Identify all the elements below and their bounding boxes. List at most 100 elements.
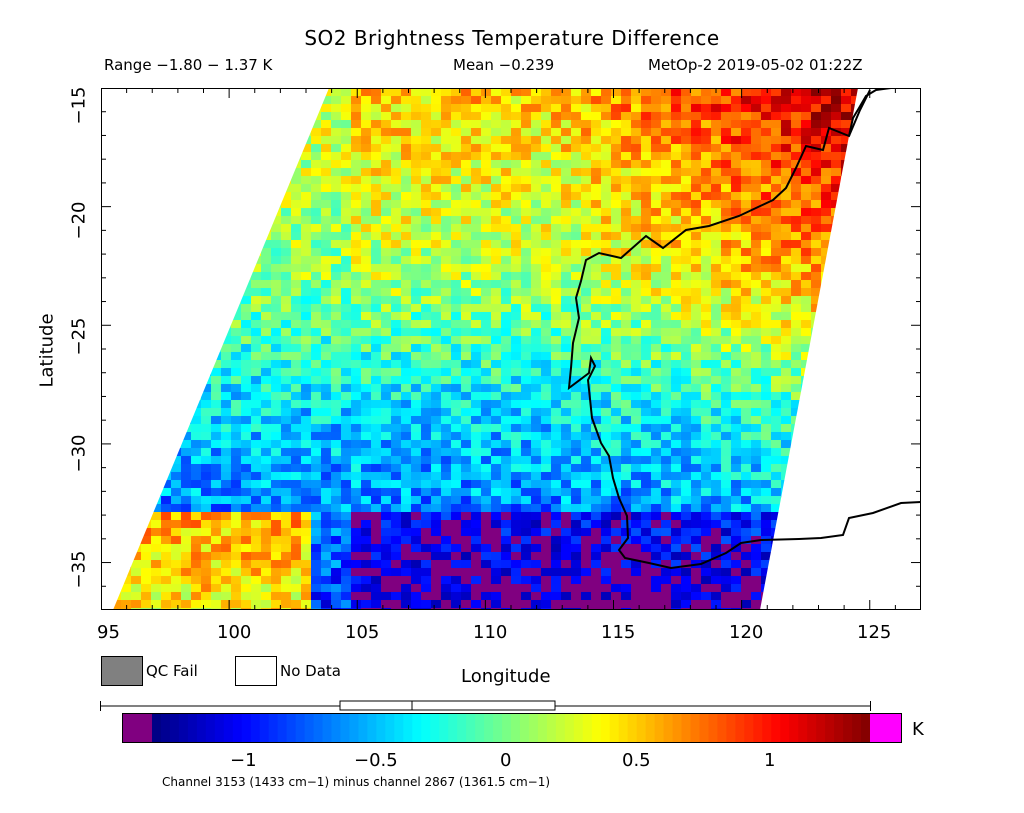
swath-cell — [441, 256, 451, 264]
swath-cell — [721, 352, 731, 360]
swath-cell — [701, 264, 711, 272]
swath-cell — [461, 512, 471, 520]
swath-cell — [401, 224, 411, 232]
swath-cell — [531, 488, 541, 496]
swath-cell — [901, 336, 911, 344]
swath-cell — [591, 192, 601, 200]
swath-cell — [871, 344, 881, 352]
swath-cell — [221, 104, 231, 112]
swath-cell — [201, 528, 211, 536]
swath-cell — [161, 112, 171, 120]
swath-cell — [171, 144, 181, 152]
swath-cell — [911, 280, 921, 288]
swath-cell — [721, 416, 731, 424]
swath-cell — [431, 536, 441, 544]
swath-cell — [711, 520, 721, 528]
swath-cell — [301, 480, 311, 488]
swath-cell — [871, 224, 881, 232]
swath-cell — [791, 560, 801, 568]
swath-cell — [271, 256, 281, 264]
swath-cell — [551, 240, 561, 248]
swath-cell — [751, 296, 761, 304]
swath-cell — [891, 328, 901, 336]
swath-cell — [771, 336, 781, 344]
swath-cell — [391, 568, 401, 576]
swath-cell — [751, 336, 761, 344]
swath-cell — [791, 360, 801, 368]
swath-cell — [701, 344, 711, 352]
swath-cell — [151, 504, 161, 512]
swath-cell — [631, 544, 641, 552]
swath-cell — [341, 208, 351, 216]
swath-cell — [601, 112, 611, 120]
swath-cell — [531, 504, 541, 512]
swath-cell — [781, 552, 791, 560]
swath-cell — [851, 392, 858, 400]
swath-cell — [621, 112, 631, 120]
swath-cell — [301, 232, 311, 240]
swath-cell — [601, 96, 611, 104]
swath-cell — [691, 232, 701, 240]
swath-cell — [371, 464, 381, 472]
swath-cell — [631, 520, 641, 528]
swath-cell — [551, 168, 561, 176]
swath-cell — [121, 184, 131, 192]
swath-cell — [101, 216, 111, 224]
swath-cell — [251, 144, 261, 152]
swath-cell — [911, 448, 921, 456]
swath-cell — [321, 256, 331, 264]
swath-cell — [601, 408, 611, 416]
swath-cell — [401, 320, 411, 328]
swath-cell — [831, 296, 841, 304]
swath-cell — [671, 440, 681, 448]
swath-cell — [211, 568, 221, 576]
swath-cell — [611, 520, 621, 528]
swath-cell — [781, 528, 791, 536]
swath-cell — [171, 136, 181, 144]
swath-cell — [221, 256, 231, 264]
swath-cell — [641, 168, 651, 176]
swath-cell — [611, 296, 621, 304]
swath-cell — [481, 256, 491, 264]
swath-cell — [281, 296, 291, 304]
swath-cell — [641, 192, 651, 200]
swath-cell — [341, 288, 351, 296]
swath-cell — [651, 512, 661, 520]
swath-cell — [881, 352, 891, 360]
swath-cell — [113, 296, 121, 304]
swath-cell — [751, 456, 761, 464]
swath-cell — [631, 136, 641, 144]
swath-cell — [891, 208, 901, 216]
swath-cell — [331, 480, 341, 488]
swath-cell — [311, 344, 321, 352]
swath-cell — [361, 216, 371, 224]
swath-cell — [371, 512, 381, 520]
swath-cell — [561, 312, 571, 320]
swath-cell — [891, 456, 901, 464]
swath-cell — [131, 368, 141, 376]
swath-cell — [901, 256, 911, 264]
swath-cell — [481, 112, 491, 120]
swath-cell — [141, 288, 151, 296]
swath-cell — [751, 256, 761, 264]
swath-cell — [501, 544, 511, 552]
swath-cell — [381, 416, 391, 424]
swath-cell — [621, 104, 631, 112]
swath-cell — [641, 272, 651, 280]
swath-cell — [461, 296, 471, 304]
swath-cell — [711, 400, 721, 408]
swath-cell — [351, 200, 361, 208]
swath-cell — [221, 192, 231, 200]
swath-cell — [491, 200, 501, 208]
swath-cell — [631, 416, 641, 424]
swath-cell — [531, 480, 541, 488]
swath-cell — [441, 224, 451, 232]
swath-cell — [421, 384, 431, 392]
swath-cell — [411, 200, 421, 208]
swath-cell — [331, 360, 341, 368]
swath-cell — [701, 392, 711, 400]
swath-cell — [521, 168, 531, 176]
swath-cell — [491, 240, 501, 248]
swath-cell — [371, 184, 381, 192]
swath-cell — [381, 88, 391, 96]
